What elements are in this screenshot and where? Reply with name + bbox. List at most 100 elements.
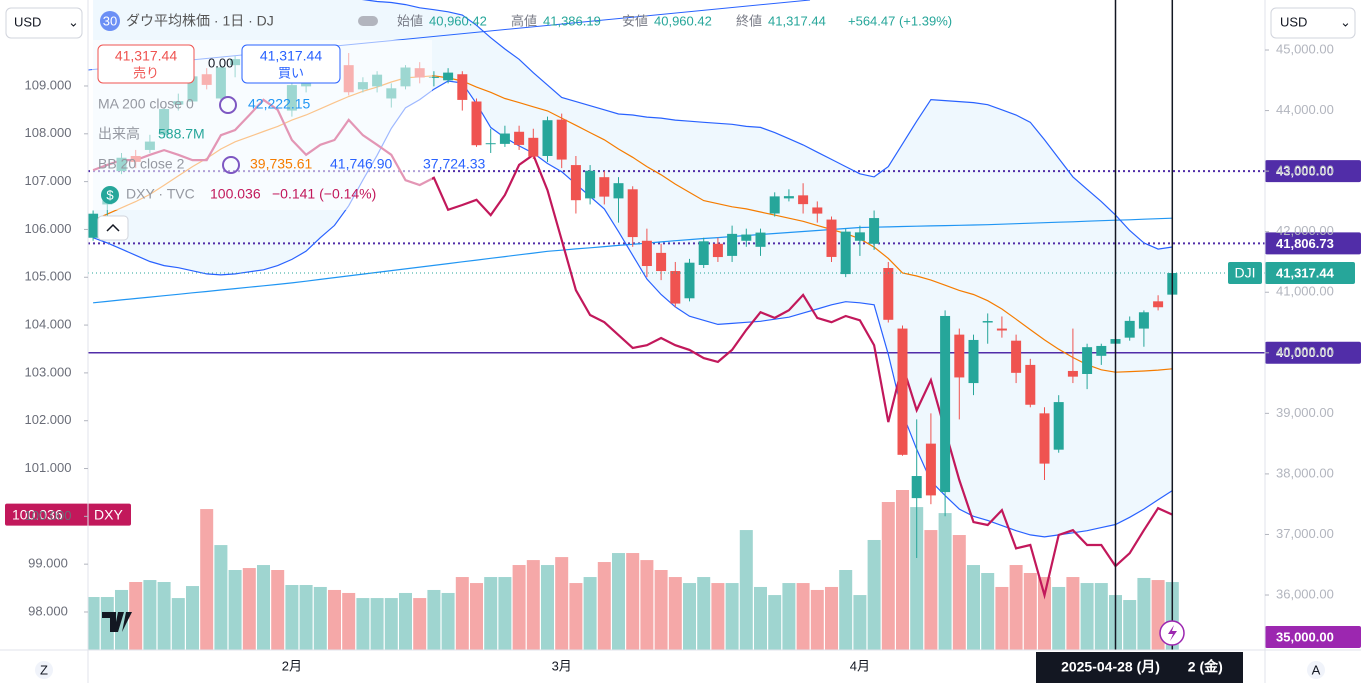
y-tick-label: 40,000.00: [1276, 344, 1334, 359]
candle-body: [727, 233, 738, 256]
candle-body: [840, 231, 851, 275]
volume-bar: [526, 560, 540, 650]
candle-body: [656, 252, 667, 272]
sell-price: 41,317.44: [115, 48, 177, 64]
y2-tick-label: 107.000: [25, 173, 72, 188]
volume-bar: [810, 589, 824, 650]
volume-bar: [157, 582, 171, 650]
ohlc-value: 40,960.42: [654, 13, 712, 28]
y-tick-label: 45,000.00: [1276, 41, 1334, 56]
ohlc-value: 41,317.44: [768, 13, 826, 28]
volume-bar: [853, 595, 867, 650]
overlay: 43,000.00 41,806.73 40,000.00 35,000.00 DJI 4…: [5, 0, 1361, 650]
volume-bar: [1038, 577, 1051, 650]
volume-bar: [938, 513, 952, 650]
volume-bar: [384, 598, 398, 650]
volume-bar: [967, 565, 980, 650]
candle-body: [613, 183, 624, 199]
candle-body: [996, 328, 1007, 331]
symbol-badge: [1228, 262, 1262, 285]
volume-bar: [754, 586, 767, 650]
indicator-line: [361, 0, 1173, 250]
corner-label: A: [1312, 662, 1321, 677]
volume-bar: [228, 570, 242, 650]
candle-body: [1053, 402, 1064, 450]
currency-select[interactable]: [1270, 7, 1356, 39]
candle-body: [428, 76, 439, 78]
volume-bar: [839, 570, 853, 650]
collapse-button[interactable]: [97, 215, 129, 241]
crosshair-label: 2025-04-28 (月): [1061, 659, 1160, 675]
candle-body: [1153, 301, 1164, 308]
volume-bar: [668, 577, 682, 650]
level-label: 43,000.00: [1276, 164, 1334, 179]
y-tick-label: 38,000.00: [1276, 465, 1334, 480]
candle-body: [741, 234, 752, 241]
symbol-title: ダウ平均株価 · 1日 · DJ: [126, 13, 274, 29]
volume-bar: [1137, 577, 1151, 650]
dxy-icon: [101, 186, 119, 204]
candle-body: [1011, 340, 1022, 373]
volume-bar: [924, 530, 938, 650]
volume-bar: [299, 585, 313, 650]
auto-button[interactable]: [1307, 661, 1325, 679]
level-badge: [1265, 232, 1361, 255]
candle-body: [599, 177, 610, 197]
volume-bar: [143, 580, 157, 650]
candle-body: [1067, 370, 1078, 377]
level-label: 35,000.00: [1276, 629, 1334, 644]
y-tick-label: 44,000.00: [1276, 102, 1334, 117]
sell-button[interactable]: [97, 44, 195, 84]
candle-body: [1138, 312, 1149, 329]
volume-bar: [782, 583, 796, 650]
y-tick-label: 42,000.00: [1276, 223, 1334, 238]
currency-select[interactable]: [5, 7, 83, 39]
y-tick-label: 41,000.00: [1276, 284, 1334, 299]
candle-body: [712, 243, 723, 258]
indicator-icon[interactable]: [222, 156, 240, 174]
zoom-button[interactable]: [35, 661, 53, 679]
candle-body: [471, 101, 482, 146]
level-label: 41,806.73: [1276, 236, 1334, 251]
volume-bar: [88, 597, 100, 650]
candle-body: [670, 271, 681, 304]
indicator-value: 41,746.90: [330, 156, 392, 172]
y-tick-label: 37,000.00: [1276, 526, 1334, 541]
buy-button[interactable]: [241, 44, 341, 84]
y2-tick-label: 108.000: [25, 125, 72, 140]
y2-tick-label: 102.000: [25, 412, 72, 427]
volume-bar: [100, 597, 114, 650]
caret: ⌄: [68, 14, 79, 29]
volume-bar: [498, 577, 512, 650]
volume-bar: [583, 577, 597, 650]
indicator-icon[interactable]: [219, 96, 237, 114]
y-tick-label: 39,000.00: [1276, 405, 1334, 420]
volume-bar: [725, 583, 739, 650]
eye-icon[interactable]: [358, 16, 378, 26]
volume-bar: [711, 583, 725, 650]
volume-bar: [768, 595, 782, 650]
candle-body: [798, 195, 809, 205]
indicator-name: BB 20 close 2: [98, 156, 185, 172]
candle-body: [940, 315, 951, 493]
volume-bar: [441, 592, 455, 650]
indicator-line: [92, 80, 1173, 538]
price-badge: [1265, 262, 1355, 285]
volume-bar: [427, 589, 441, 650]
dxy-badge-value: 100.036: [12, 506, 63, 522]
legend: USD ⌄ 30 ダウ平均株価 · 1日 · DJ 始値 40,960.42 高…: [5, 7, 952, 241]
volume-bar: [186, 586, 199, 650]
candle-body: [684, 262, 695, 299]
volume-bar: [555, 557, 569, 650]
buy-label: 買い: [278, 65, 304, 80]
volume-bar: [896, 490, 909, 650]
candle-body: [570, 165, 581, 201]
candle-body: [883, 268, 894, 320]
candle-body: [812, 207, 823, 214]
indicator-value: 39,735.61: [250, 156, 312, 172]
volume-bar: [995, 586, 1009, 650]
ohlc-value: 41,386.19: [543, 13, 601, 28]
y-tick-label: 36,000.00: [1276, 586, 1334, 601]
y2-tick-label: 98.000: [28, 603, 68, 618]
